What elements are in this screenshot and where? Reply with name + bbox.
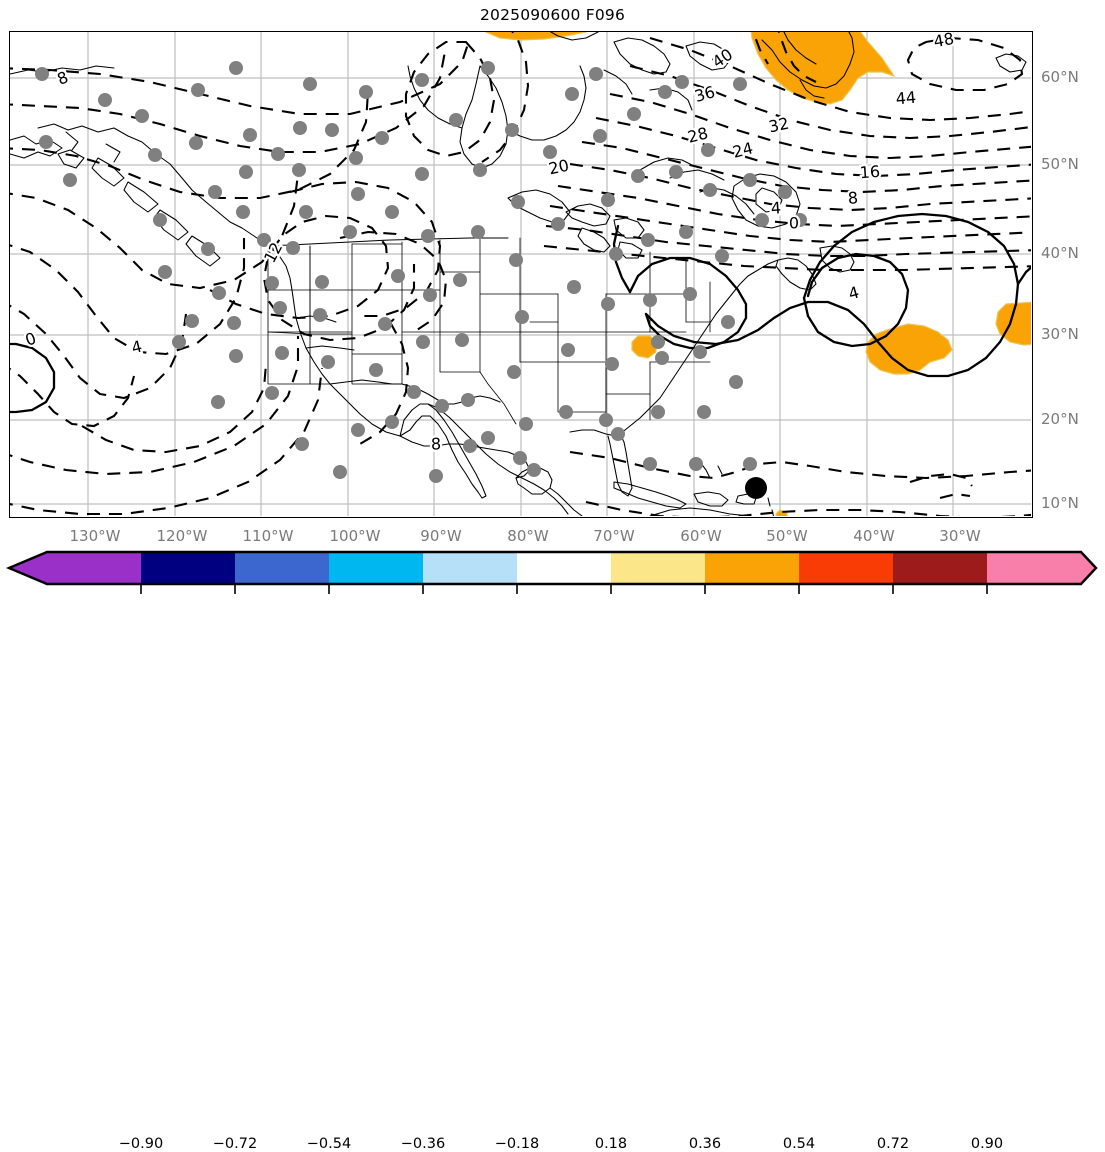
colorbar-tick-label: −0.36 <box>400 1136 446 1152</box>
lat-tick-label: 40°N <box>1041 244 1079 262</box>
svg-text:32: 32 <box>767 114 791 137</box>
lon-tick-label: 50°W <box>766 527 808 545</box>
svg-text:4: 4 <box>846 283 861 304</box>
colorbar[interactable]: −0.90 −0.72 −0.54 −0.36 −0.18 0.18 0.36 … <box>0 550 1105 1152</box>
colorbar-tick-label: −0.72 <box>212 1136 258 1152</box>
colorbar-swatch <box>47 552 141 584</box>
svg-text:8: 8 <box>431 434 442 453</box>
colorbar-tick-label: −0.18 <box>494 1136 540 1152</box>
lon-tick-label: 110°W <box>242 527 294 545</box>
colorbar-canvas <box>5 550 1098 594</box>
colorbar-swatch <box>141 552 235 584</box>
mid-atlantic-patch <box>865 323 953 375</box>
svg-text:16: 16 <box>859 162 881 182</box>
colorbar-swatch <box>235 552 329 584</box>
greenland-patch <box>750 32 896 105</box>
colorbar-swatch <box>705 552 799 584</box>
lat-tick-label: 20°N <box>1041 410 1079 428</box>
lon-tick-label: 40°W <box>853 527 895 545</box>
svg-text:48: 48 <box>932 32 955 51</box>
colorbar-ticks <box>140 584 988 594</box>
svg-text:40: 40 <box>709 45 737 72</box>
lon-tick-label: 90°W <box>420 527 462 545</box>
svg-text:4: 4 <box>130 337 144 358</box>
colorbar-tick-label: −0.90 <box>118 1136 164 1152</box>
lon-tick-label: 30°W <box>939 527 981 545</box>
lon-tick-label: 100°W <box>329 527 381 545</box>
west-atlantic-small-patch <box>631 335 657 359</box>
colorbar-swatch <box>517 552 611 584</box>
lon-tick-label: 60°W <box>680 527 722 545</box>
svg-text:44: 44 <box>895 88 917 109</box>
colorbar-tick-label: −0.54 <box>306 1136 352 1152</box>
colorbar-outline <box>5 550 1098 586</box>
svg-text:20: 20 <box>547 156 571 179</box>
lon-tick-label: 130°W <box>69 527 121 545</box>
lat-tick-label: 30°N <box>1041 325 1079 343</box>
lon-tick-label: 120°W <box>156 527 208 545</box>
lat-tick-label: 10°N <box>1041 494 1079 512</box>
colorbar-swatch <box>799 552 893 584</box>
colorbar-tick-label: 0.90 <box>970 1136 1004 1152</box>
map-canvas: 0 4 8 12 8 20 24 28 32 36 40 44 48 16 <box>10 32 1031 516</box>
contour-lines-dashed <box>10 32 1031 516</box>
station-dots <box>35 61 807 483</box>
colorbar-tick-label: 0.72 <box>876 1136 910 1152</box>
colorbar-swatch <box>893 552 987 584</box>
colorbar-swatch <box>987 552 1081 584</box>
labrador-sea-patch <box>485 32 587 41</box>
colorbar-tick-label: 0.18 <box>594 1136 628 1152</box>
colorbar-extend-min <box>9 552 47 584</box>
coastline-borders <box>10 32 1027 516</box>
station-dot-black <box>745 477 767 499</box>
map-panel[interactable]: 0 4 8 12 8 20 24 28 32 36 40 44 48 16 <box>9 31 1033 518</box>
colorbar-extend-max <box>1081 552 1096 584</box>
colorbar-swatch <box>611 552 705 584</box>
forecast-map-figure: 2025090600 F096 <box>0 6 1105 1152</box>
contour-lines-solid <box>10 212 1031 414</box>
caribbean-micro-patch <box>775 509 788 516</box>
page-title: 2025090600 F096 <box>479 6 626 24</box>
lat-tick-label: 60°N <box>1041 68 1079 86</box>
svg-text:0: 0 <box>789 214 799 233</box>
svg-text:36: 36 <box>692 82 717 106</box>
svg-text:8: 8 <box>847 188 858 208</box>
svg-text:28: 28 <box>686 123 710 146</box>
lon-tick-label: 80°W <box>507 527 549 545</box>
shaded-anomaly-patches <box>485 32 1031 516</box>
svg-text:4: 4 <box>770 198 781 218</box>
colorbar-swatch <box>329 552 423 584</box>
colorbar-swatches <box>9 552 1096 584</box>
colorbar-swatch <box>423 552 517 584</box>
lon-tick-label: 70°W <box>593 527 635 545</box>
colorbar-tick-label: 0.36 <box>688 1136 722 1152</box>
colorbar-tick-label: 0.54 <box>782 1136 816 1152</box>
lat-tick-label: 50°N <box>1041 155 1079 173</box>
